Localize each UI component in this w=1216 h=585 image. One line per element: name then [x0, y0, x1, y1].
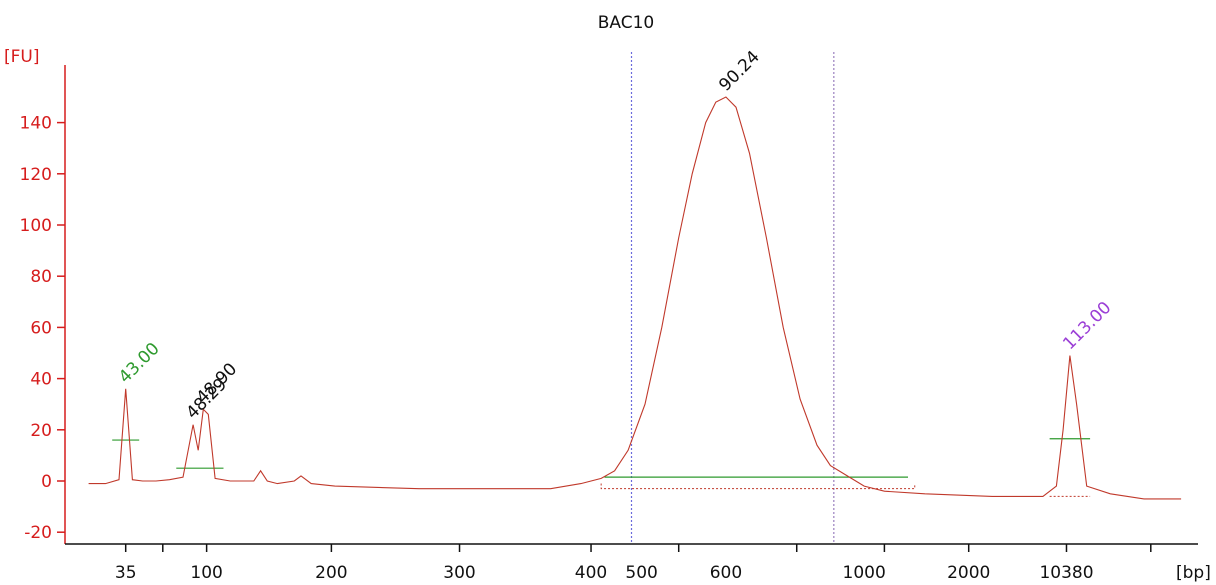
x-tick-label: 1000 — [843, 563, 886, 583]
x-tick-label: 400 — [575, 563, 607, 583]
y-tick-label: 20 — [30, 421, 52, 441]
x-tick-label: 35 — [115, 563, 137, 583]
y-tick-label: 40 — [30, 370, 52, 390]
chart-title: BAC10 — [598, 13, 655, 33]
peak-integration-box — [600, 483, 916, 490]
y-axis-label: [FU] — [4, 47, 40, 67]
peak-label: 113.00 — [1059, 298, 1115, 354]
signal-trace — [88, 96, 1182, 500]
y-tick-label: 100 — [20, 216, 52, 236]
x-tick-label: 500 — [625, 563, 657, 583]
y-tick-label: 120 — [20, 165, 52, 185]
x-tick-label: 200 — [315, 563, 347, 583]
x-tick-label: 10380 — [1039, 563, 1093, 583]
x-tick-label: 2000 — [947, 563, 990, 583]
y-tick-label: 60 — [30, 318, 52, 338]
y-tick-label: 0 — [41, 472, 52, 492]
x-tick-label: 300 — [443, 563, 475, 583]
x-axis-label: [bp] — [1176, 563, 1211, 583]
peak-label: 43.00 — [115, 339, 164, 388]
x-tick-label: 100 — [190, 563, 222, 583]
x-tick-label: 600 — [710, 563, 742, 583]
y-tick-label: 140 — [20, 114, 52, 134]
y-tick-label: 80 — [30, 267, 52, 287]
peak-label: 90.24 — [715, 47, 764, 96]
y-tick-label: -20 — [24, 523, 52, 543]
